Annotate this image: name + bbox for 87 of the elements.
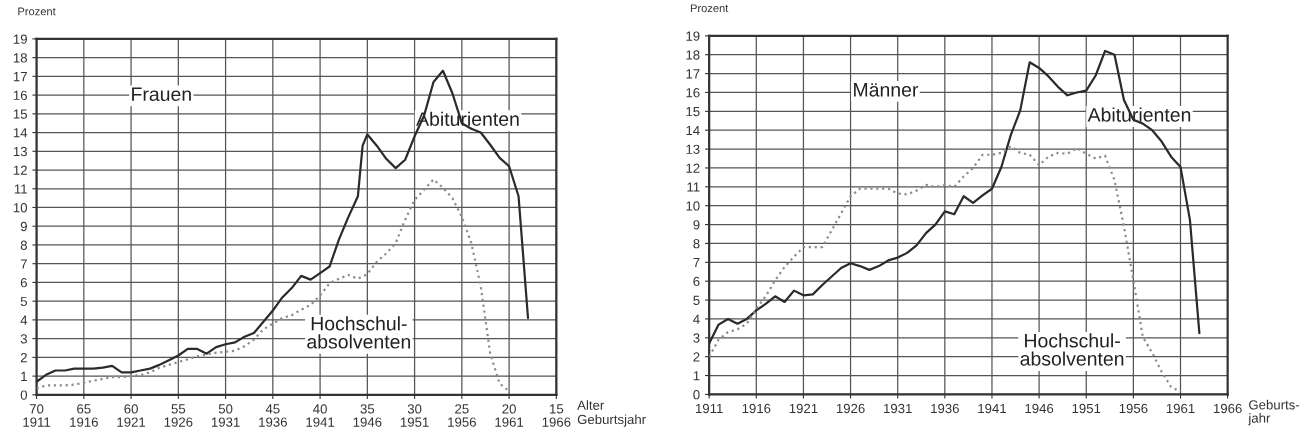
y-tick-label: 6 xyxy=(20,278,27,288)
y-tick-label: 3 xyxy=(20,334,27,344)
y-tick-label: 11 xyxy=(687,182,700,192)
y-tick-label: 15 xyxy=(13,109,27,119)
y-tick-label: 9 xyxy=(20,221,27,232)
y-tick-label: 9 xyxy=(693,220,700,230)
text: Männer xyxy=(854,83,919,97)
x2-tick-label: 65 xyxy=(77,404,91,414)
y-tick-label: 6 xyxy=(693,276,700,287)
y-tick-label: 3 xyxy=(693,333,700,343)
y-tick-label: 19 xyxy=(686,31,700,41)
y-tick-label: 18 xyxy=(13,53,27,63)
y-tick-label: 16 xyxy=(13,90,27,100)
y-tick-label: 7 xyxy=(20,259,27,269)
y-axis-title: Prozent xyxy=(18,7,56,16)
y-axis-title: Prozent xyxy=(690,4,729,13)
series-label: Hochschul- absolventen xyxy=(1020,333,1124,366)
x2-tick-label: 20 xyxy=(502,404,516,414)
x-tick-label: 1921 xyxy=(789,403,818,414)
x2-tick-label: 30 xyxy=(407,404,422,414)
y-tick-label: 14 xyxy=(13,128,28,138)
y-tick-label: 7 xyxy=(693,258,700,268)
x-tick-label: 1951 xyxy=(400,417,429,427)
x-tick-label: 1961 xyxy=(1166,403,1195,414)
x-axis-title: Geburts- jahr xyxy=(1248,399,1300,426)
x-tick-label: 1916 xyxy=(742,403,771,414)
y-tick-label: 16 xyxy=(686,88,700,98)
x2-tick-label: 60 xyxy=(124,404,138,414)
x2-tick-label: 45 xyxy=(265,404,280,414)
y-tick-label: 4 xyxy=(693,314,700,324)
x-tick-label: 1931 xyxy=(211,417,240,427)
x-tick-label: 1961 xyxy=(495,417,524,427)
x-tick-label: 1936 xyxy=(931,403,959,414)
x-tick-label: 1946 xyxy=(353,417,382,427)
y-tick-label: 12 xyxy=(13,165,27,175)
y-tick-label: 17 xyxy=(686,69,700,79)
series-label: Hochschul- absolventen xyxy=(307,316,411,349)
x-tick-label: 1966 xyxy=(1213,403,1242,414)
x2-tick-label: 50 xyxy=(218,404,233,414)
x-tick-label: 1911 xyxy=(695,403,723,414)
x-tick-label: 1921 xyxy=(117,417,146,427)
line-series xyxy=(709,145,1182,393)
x-tick-label: 1941 xyxy=(978,403,1006,414)
x-tick-label: 1926 xyxy=(836,403,865,414)
line-series xyxy=(36,178,511,393)
y-tick-label: 11 xyxy=(14,184,27,194)
x-tick-label: 1941 xyxy=(306,417,335,427)
y-tick-label: 17 xyxy=(13,72,27,82)
y-tick-label: 10 xyxy=(686,201,700,211)
y-tick-label: 14 xyxy=(686,125,700,135)
x2-tick-label: 70 xyxy=(29,404,44,414)
x-tick-label: 1956 xyxy=(448,417,476,427)
y-tick-label: 12 xyxy=(686,163,700,173)
x-tick-label: 1956 xyxy=(1119,403,1148,414)
y-tick-label: 8 xyxy=(693,239,700,249)
x-tick-label: 1911 xyxy=(23,417,51,427)
y-tick-label: 8 xyxy=(20,240,27,250)
x-tick-label: 1936 xyxy=(259,417,287,427)
x2-tick-label: 55 xyxy=(171,404,186,414)
x-tick-label: 1931 xyxy=(884,403,912,414)
y-tick-label: 5 xyxy=(20,296,27,307)
x2-axis-title: Alter xyxy=(577,400,605,410)
x-axis-title: Geburtsjahr xyxy=(577,414,646,427)
x2-tick-label: 25 xyxy=(455,404,469,414)
y-tick-label: 1 xyxy=(21,371,27,381)
y-tick-label: 2 xyxy=(20,352,27,363)
x2-tick-label: 15 xyxy=(550,404,564,414)
text: Frauen xyxy=(132,87,191,102)
y-tick-label: 0 xyxy=(20,390,28,400)
y-tick-label: 1 xyxy=(693,371,700,381)
y-tick-label: 4 xyxy=(20,315,28,325)
y-tick-label: 13 xyxy=(13,146,27,157)
x-tick-label: 1946 xyxy=(1025,403,1054,414)
y-tick-label: 10 xyxy=(13,203,28,213)
y-tick-label: 13 xyxy=(686,144,700,154)
y-tick-label: 5 xyxy=(693,295,700,305)
y-tick-label: 0 xyxy=(693,389,700,400)
x2-tick-label: 40 xyxy=(313,404,327,414)
x-tick-label: 1916 xyxy=(70,417,98,427)
x-tick-label: 1926 xyxy=(164,417,193,427)
y-tick-label: 2 xyxy=(693,352,700,362)
x-tick-label: 1966 xyxy=(542,417,571,427)
y-tick-label: 19 xyxy=(13,34,27,44)
y-tick-label: 15 xyxy=(686,107,700,117)
x2-tick-label: 35 xyxy=(360,404,375,414)
y-tick-label: 18 xyxy=(686,50,700,60)
x-tick-label: 1951 xyxy=(1072,403,1101,414)
